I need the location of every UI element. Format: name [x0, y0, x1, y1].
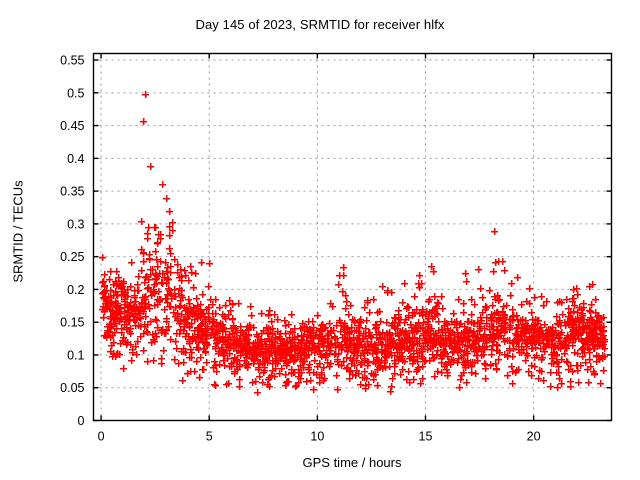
y-tick-label: 0.1	[67, 348, 84, 362]
y-tick-label: 0.55	[60, 54, 84, 68]
data-points	[99, 91, 608, 396]
y-tick-label: 0.4	[67, 152, 84, 166]
y-tick-label: 0.2	[67, 283, 84, 297]
marker-plus-group	[99, 91, 608, 396]
y-tick-label: 0.5	[67, 86, 84, 100]
y-tick-label: 0.25	[60, 250, 84, 264]
x-tick-label: 15	[419, 430, 433, 444]
y-tick-label: 0	[78, 414, 85, 428]
plot-border	[92, 52, 613, 422]
x-tick-label: 10	[310, 430, 324, 444]
x-tick-label: 20	[527, 430, 541, 444]
x-tick-label: 5	[206, 430, 213, 444]
y-tick-label: 0.3	[67, 217, 84, 231]
x-axis-label: GPS time / hours	[302, 455, 402, 470]
axes-frame: 0 0.05 0.1 0.15 0.2 0.25 0.3 0.35 0.4 0.45 0.5 0.55…	[60, 52, 613, 444]
y-tick-label: 0.15	[60, 316, 84, 330]
x-tick-label: 0	[98, 430, 105, 444]
y-tick-label: 0.45	[60, 119, 84, 133]
page-title: Day 145 of 2023, SRMTID for receiver hlf…	[195, 17, 445, 32]
y-tick-label: 0.05	[60, 381, 84, 395]
y-tick-label: 0.35	[60, 185, 84, 199]
